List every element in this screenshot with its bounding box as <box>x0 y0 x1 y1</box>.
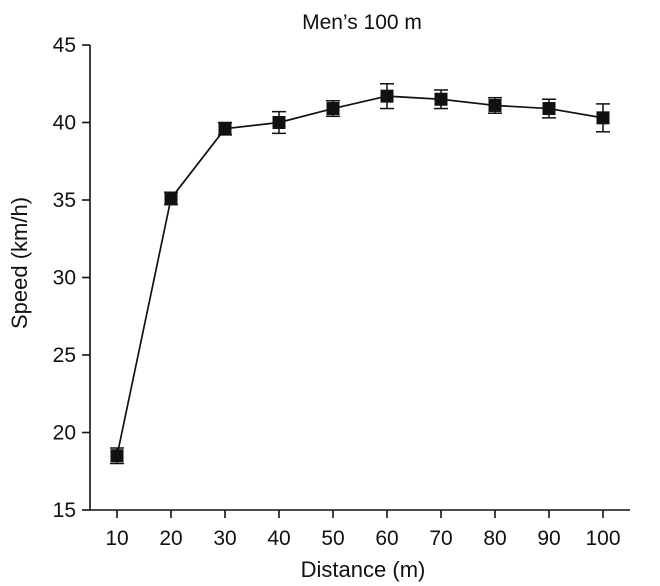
series-layer <box>110 83 610 465</box>
y-tick-label-40: 40 <box>53 112 76 135</box>
y-axis-label: Speed (km/h) <box>7 197 32 329</box>
chart-title: Men’s 100 m <box>302 11 422 34</box>
x-tick-label-10: 10 <box>105 527 128 550</box>
x-tick-label-100: 100 <box>585 527 620 550</box>
x-tick-label-20: 20 <box>159 527 182 550</box>
y-tick-label-15: 15 <box>53 499 76 522</box>
x-tick-label-90: 90 <box>537 527 560 550</box>
data-point-10 <box>110 449 124 463</box>
x-tick-label-40: 40 <box>267 527 290 550</box>
series-line-0 <box>116 95 604 456</box>
y-tick-label-20: 20 <box>53 422 76 445</box>
y-tick-label-45: 45 <box>53 34 76 57</box>
x-axis-ticks: 10 20 30 40 50 60 70 80 90 100 <box>105 510 621 550</box>
data-point-50 <box>326 102 340 116</box>
x-tick-label-30: 30 <box>213 527 236 550</box>
x-tick-label-80: 80 <box>483 527 506 550</box>
data-point-20 <box>164 191 178 205</box>
y-tick-label-30: 30 <box>53 267 76 290</box>
y-axis-ticks: 15 20 25 30 35 40 45 <box>53 34 90 522</box>
x-axis-label: Distance (m) <box>301 557 426 582</box>
data-point-40 <box>272 116 286 129</box>
y-tick-label-35: 35 <box>53 189 76 212</box>
y-tick-label-25: 25 <box>53 344 76 367</box>
data-point-90 <box>542 102 556 116</box>
data-point-70 <box>434 92 448 106</box>
x-tick-label-70: 70 <box>429 527 452 550</box>
data-point-60 <box>380 89 394 103</box>
x-tick-label-50: 50 <box>321 527 344 550</box>
data-point-30 <box>218 122 232 136</box>
x-tick-label-60: 60 <box>375 527 398 550</box>
data-point-100 <box>596 111 610 125</box>
data-point-80 <box>488 98 502 112</box>
